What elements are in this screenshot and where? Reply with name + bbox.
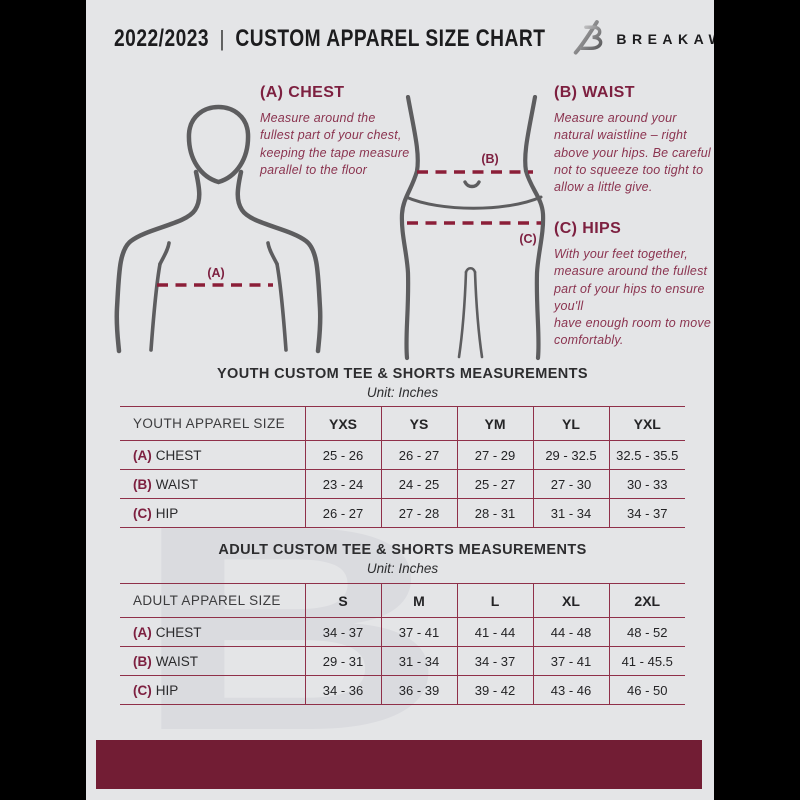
chest-section-body: Measure around the fullest part of your … [260, 111, 410, 177]
measurement-cell: 34 - 37 [608, 498, 685, 528]
waist-marker-label: (B) [481, 152, 498, 166]
measurement-cell: 28 - 31 [456, 498, 533, 528]
adult-hip-row: (C) HIP 34 - 36 36 - 39 39 - 42 43 - 46 4… [120, 675, 685, 705]
page-title-text: CUSTOM APPAREL SIZE CHART [235, 25, 546, 52]
size-header-yxs: YXS [304, 406, 381, 441]
row-marker: (A) [133, 624, 152, 640]
row-name: HIP [155, 505, 179, 521]
adult-waist-row: (B) WAIST 29 - 31 31 - 34 34 - 37 37 - 41… [120, 646, 685, 676]
measurement-cell: 27 - 29 [456, 440, 533, 470]
youth-table-header-row: YOUTH APPAREL SIZE YXS YS YM YL YXL [120, 406, 685, 441]
page-title-year: 2022/2023 [114, 25, 210, 52]
chest-section-heading: (A) CHEST [260, 84, 345, 101]
adult-table-title: ADULT CUSTOM TEE & SHORTS MEASUREMENTS [218, 542, 587, 558]
size-header-m: M [380, 583, 457, 618]
row-name: CHEST [155, 624, 202, 640]
hips-section-heading: (C) HIPS [554, 220, 622, 237]
measurement-cell: 25 - 26 [304, 440, 381, 470]
size-chart-page: B 2022/2023 | CUSTOM APPAREL SIZE CHART [86, 0, 714, 800]
size-header-ym: YM [456, 406, 533, 441]
measurement-cell: 43 - 46 [532, 675, 609, 705]
measurement-cell: 32.5 - 35.5 [608, 440, 685, 470]
measurement-cell: 29 - 31 [304, 646, 381, 676]
size-header-xl: XL [532, 583, 609, 618]
size-header-s: S [304, 583, 381, 618]
measurement-cell: 39 - 42 [456, 675, 533, 705]
row-name: WAIST [155, 476, 198, 492]
measurement-cell: 31 - 34 [532, 498, 609, 528]
adult-size-column-header: ADULT APPAREL SIZE [120, 583, 305, 618]
row-marker: (A) [133, 447, 152, 463]
brand: BREAKAWAY [563, 19, 714, 59]
adult-size-table: ADULT APPAREL SIZE S M L XL 2XL (A) CHEST… [120, 583, 685, 705]
measurement-cell: 27 - 28 [380, 498, 457, 528]
measurement-cell: 29 - 32.5 [532, 440, 609, 470]
measurement-cell: 36 - 39 [380, 675, 457, 705]
youth-size-table: YOUTH APPAREL SIZE YXS YS YM YL YXL (A) C… [120, 406, 685, 528]
measurement-cell: 25 - 27 [456, 469, 533, 499]
upper-body-figure: (A) [114, 104, 323, 354]
youth-hip-row: (C) HIP 26 - 27 27 - 28 28 - 31 31 - 34 3… [120, 498, 685, 528]
measurement-cell: 27 - 30 [532, 469, 609, 499]
measurement-cell: 41 - 44 [456, 617, 533, 647]
youth-table-unit: Unit: Inches [366, 385, 439, 400]
row-name: WAIST [155, 653, 198, 669]
row-name: CHEST [155, 447, 202, 463]
size-header-yxl: YXL [608, 406, 685, 441]
measurement-cell: 48 - 52 [608, 617, 685, 647]
measurement-cell: 46 - 50 [608, 675, 685, 705]
header: 2022/2023 | CUSTOM APPAREL SIZE CHART BR… [114, 18, 714, 60]
size-header-2xl: 2XL [608, 583, 685, 618]
youth-table-title: YOUTH CUSTOM TEE & SHORTS MEASUREMENTS [216, 366, 588, 382]
waist-section-heading: (B) WAIST [554, 84, 635, 101]
measurement-cell: 23 - 24 [304, 469, 381, 499]
footer-accent-bar [96, 740, 702, 789]
lower-torso-figure: (B) (C) [399, 95, 546, 361]
measurement-cell: 34 - 37 [304, 617, 381, 647]
chest-marker-label: (A) [207, 266, 224, 280]
measurement-cell: 26 - 27 [380, 440, 457, 470]
youth-waist-row: (B) WAIST 23 - 24 24 - 25 25 - 27 27 - 30… [120, 469, 685, 499]
measurement-cell: 24 - 25 [380, 469, 457, 499]
size-header-yl: YL [532, 406, 609, 441]
youth-chest-row: (A) CHEST 25 - 26 26 - 27 27 - 29 29 - 32… [120, 440, 685, 470]
row-marker: (B) [133, 653, 152, 669]
page-title: 2022/2023 | CUSTOM APPAREL SIZE CHART [114, 25, 545, 52]
page-title-divider: | [219, 26, 225, 51]
row-name: HIP [155, 682, 179, 698]
size-header-ys: YS [380, 406, 457, 441]
measurement-cell: 31 - 34 [380, 646, 457, 676]
hip-marker-label: (C) [519, 232, 536, 246]
adult-table-unit: Unit: Inches [366, 561, 439, 576]
hips-section-body: With your feet together, measure around … [554, 247, 711, 348]
brand-name: BREAKAWAY [616, 31, 714, 47]
size-header-l: L [456, 583, 533, 618]
adult-chest-row: (A) CHEST 34 - 37 37 - 41 41 - 44 44 - 48… [120, 617, 685, 647]
youth-size-column-header: YOUTH APPAREL SIZE [120, 406, 305, 441]
breakaway-logo-icon [566, 20, 603, 55]
adult-table-header-row: ADULT APPAREL SIZE S M L XL 2XL [120, 583, 685, 618]
waist-section-body: Measure around your natural waistline – … [554, 111, 711, 194]
measurement-cell: 37 - 41 [380, 617, 457, 647]
measurement-cell: 30 - 33 [608, 469, 685, 499]
row-marker: (B) [133, 476, 152, 492]
measurement-cell: 44 - 48 [532, 617, 609, 647]
measurement-cell: 37 - 41 [532, 646, 609, 676]
measurement-cell: 34 - 36 [304, 675, 381, 705]
row-marker: (C) [133, 682, 152, 698]
row-marker: (C) [133, 505, 152, 521]
measurement-cell: 26 - 27 [304, 498, 381, 528]
measurement-cell: 34 - 37 [456, 646, 533, 676]
measurement-cell: 41 - 45.5 [608, 646, 685, 676]
